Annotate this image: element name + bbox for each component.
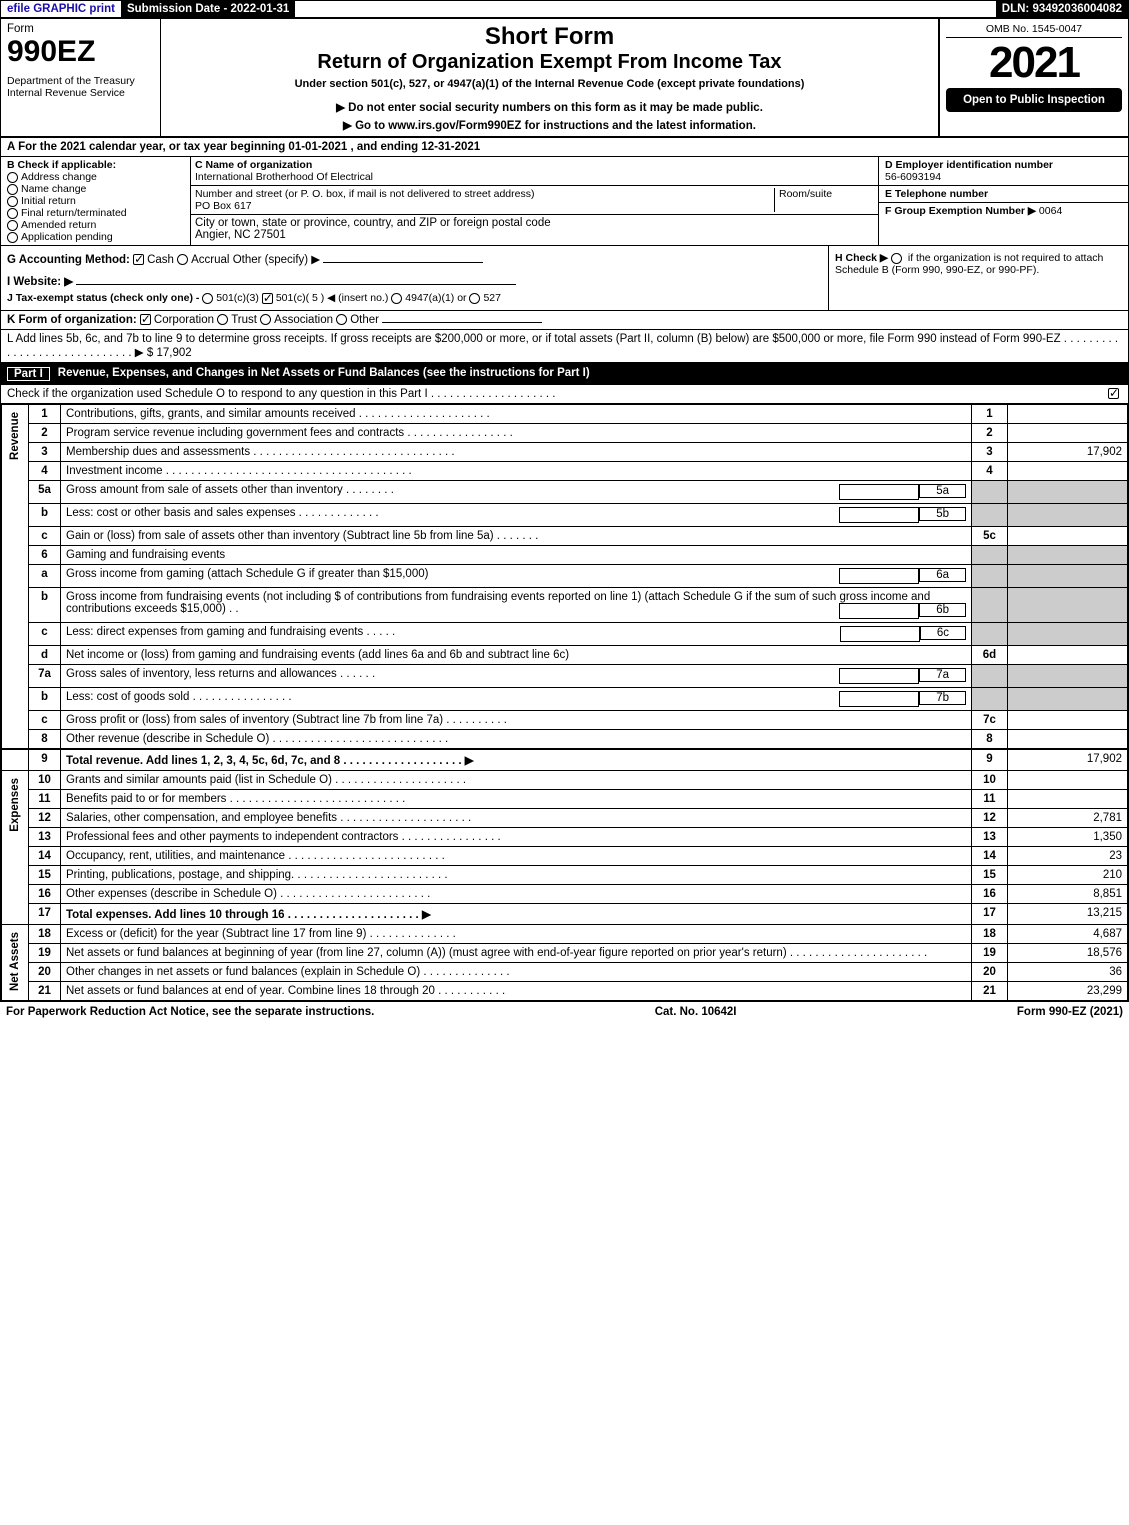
b-label: B Check if applicable: bbox=[7, 159, 184, 171]
chk-501c[interactable] bbox=[262, 293, 273, 304]
chk-h[interactable] bbox=[891, 253, 902, 264]
footer-mid: Cat. No. 10642I bbox=[655, 1006, 737, 1018]
omb-number: OMB No. 1545-0047 bbox=[946, 23, 1122, 38]
dept-treasury: Department of the Treasury Internal Reve… bbox=[7, 75, 154, 99]
d-ein-label: D Employer identification number bbox=[885, 159, 1053, 171]
title-short-form: Short Form bbox=[167, 23, 932, 51]
j-label: J Tax-exempt status (check only one) - bbox=[7, 292, 199, 304]
chk-schedule-o[interactable] bbox=[1108, 388, 1119, 399]
top-bar: efile GRAPHIC print Submission Date - 20… bbox=[1, 1, 1128, 19]
dln: DLN: 93492036004082 bbox=[996, 1, 1128, 17]
tax-year: 2021 bbox=[946, 38, 1122, 88]
ln-16-amt: 8,851 bbox=[1008, 885, 1128, 904]
i-website-label: I Website: ▶ bbox=[7, 276, 73, 288]
h-label: H Check ▶ bbox=[835, 252, 888, 264]
org-street: PO Box 617 bbox=[195, 200, 252, 212]
chk-other-org[interactable] bbox=[336, 314, 347, 325]
ln-12-amt: 2,781 bbox=[1008, 809, 1128, 828]
side-expenses: Expenses bbox=[7, 774, 23, 836]
chk-application-pending[interactable]: Application pending bbox=[7, 231, 184, 243]
ln-3-amt: 17,902 bbox=[1008, 443, 1128, 462]
ln-17-amt: 13,215 bbox=[1008, 904, 1128, 925]
chk-527[interactable] bbox=[469, 293, 480, 304]
ln-1-amt bbox=[1008, 405, 1128, 424]
chk-address-change[interactable]: Address change bbox=[7, 171, 184, 183]
f-group-label: F Group Exemption Number ▶ bbox=[885, 205, 1036, 217]
open-to-public: Open to Public Inspection bbox=[946, 88, 1122, 112]
side-net-assets: Net Assets bbox=[7, 928, 23, 995]
ln-18-amt: 4,687 bbox=[1008, 925, 1128, 944]
ln-13-amt: 1,350 bbox=[1008, 828, 1128, 847]
org-name: International Brotherhood Of Electrical bbox=[195, 171, 373, 183]
ln-20-amt: 36 bbox=[1008, 963, 1128, 982]
title-return: Return of Organization Exempt From Incom… bbox=[167, 51, 932, 74]
line-k: K Form of organization: Corporation Trus… bbox=[1, 311, 1128, 330]
chk-amended-return[interactable]: Amended return bbox=[7, 219, 184, 231]
room-suite-label: Room/suite bbox=[774, 188, 874, 212]
side-revenue: Revenue bbox=[7, 408, 23, 464]
note-ssn: ▶ Do not enter social security numbers o… bbox=[167, 100, 932, 114]
page-footer: For Paperwork Reduction Act Notice, see … bbox=[0, 1002, 1129, 1022]
part-i-table: Revenue 1 Contributions, gifts, grants, … bbox=[1, 404, 1128, 1001]
note-goto: ▶ Go to www.irs.gov/Form990EZ for instru… bbox=[167, 118, 932, 132]
org-city: Angier, NC 27501 bbox=[195, 229, 286, 241]
chk-501c3[interactable] bbox=[202, 293, 213, 304]
footer-left: For Paperwork Reduction Act Notice, see … bbox=[6, 1006, 374, 1018]
form-header: Form 990EZ Department of the Treasury In… bbox=[1, 19, 1128, 138]
submission-date: Submission Date - 2022-01-31 bbox=[121, 1, 295, 17]
ln-21-amt: 23,299 bbox=[1008, 982, 1128, 1001]
c-street-label: Number and street (or P. O. box, if mail… bbox=[195, 188, 534, 200]
chk-initial-return[interactable]: Initial return bbox=[7, 195, 184, 207]
chk-accrual[interactable] bbox=[177, 254, 188, 265]
part-i-header: Part I Revenue, Expenses, and Changes in… bbox=[1, 363, 1128, 385]
chk-final-return[interactable]: Final return/terminated bbox=[7, 207, 184, 219]
efile-print-link[interactable]: efile GRAPHIC print bbox=[1, 1, 121, 17]
line-l: L Add lines 5b, 6c, and 7b to line 9 to … bbox=[1, 330, 1128, 363]
ln-19-amt: 18,576 bbox=[1008, 944, 1128, 963]
chk-cash[interactable] bbox=[133, 254, 144, 265]
chk-4947[interactable] bbox=[391, 293, 402, 304]
footer-right: Form 990-EZ (2021) bbox=[1017, 1006, 1123, 1018]
c-city-label: City or town, state or province, country… bbox=[195, 217, 551, 229]
chk-association[interactable] bbox=[260, 314, 271, 325]
d-ein-value: 56-6093194 bbox=[885, 171, 941, 183]
g-label: G Accounting Method: bbox=[7, 254, 130, 266]
form-label: Form bbox=[7, 23, 154, 35]
e-phone-label: E Telephone number bbox=[885, 188, 988, 200]
f-group-value: 0064 bbox=[1039, 205, 1062, 217]
ln-14-amt: 23 bbox=[1008, 847, 1128, 866]
ln-1-text: Contributions, gifts, grants, and simila… bbox=[61, 405, 972, 424]
form-number: 990EZ bbox=[7, 35, 154, 69]
part-i-checkline: Check if the organization used Schedule … bbox=[1, 385, 1128, 404]
ln-1-num: 1 bbox=[29, 405, 61, 424]
chk-trust[interactable] bbox=[217, 314, 228, 325]
chk-corporation[interactable] bbox=[140, 314, 151, 325]
c-name-label: C Name of organization bbox=[195, 159, 312, 171]
ln-15-amt: 210 bbox=[1008, 866, 1128, 885]
chk-name-change[interactable]: Name change bbox=[7, 183, 184, 195]
ln-1-ref: 1 bbox=[972, 405, 1008, 424]
form-990ez-page: efile GRAPHIC print Submission Date - 20… bbox=[0, 0, 1129, 1002]
line-a: A For the 2021 calendar year, or tax yea… bbox=[1, 138, 1128, 157]
section-b-f: B Check if applicable: Address change Na… bbox=[1, 157, 1128, 246]
subtitle: Under section 501(c), 527, or 4947(a)(1)… bbox=[167, 78, 932, 90]
ln-9-amt: 17,902 bbox=[1008, 749, 1128, 771]
